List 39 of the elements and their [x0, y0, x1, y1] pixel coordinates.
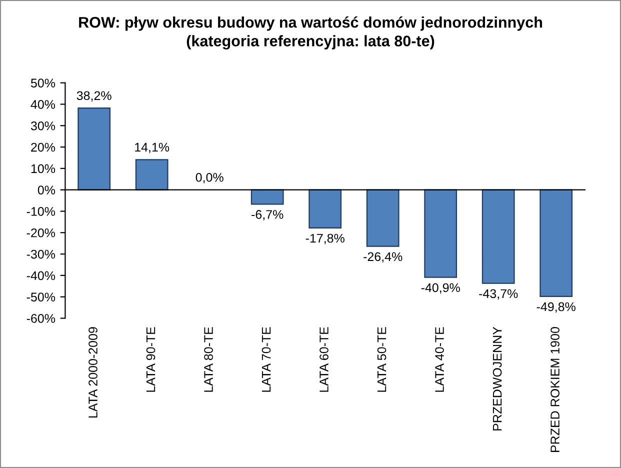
data-label: -40,9%: [421, 283, 460, 294]
bar: [250, 189, 284, 205]
y-tick-label: 20%: [31, 142, 56, 152]
data-label: -43,7%: [479, 289, 518, 300]
x-tick-label: PRZEDWOJENNY: [492, 326, 502, 430]
y-tick-label: -40%: [26, 271, 56, 280]
y-tick-label: -60%: [26, 314, 56, 323]
bar: [540, 189, 573, 297]
data-label: 14,1%: [135, 142, 170, 154]
data-label: -6,7%: [252, 210, 284, 220]
x-tick-label: PRZED ROKIEM 1900: [550, 327, 560, 452]
data-label: -17,8%: [306, 234, 344, 244]
y-tick-label: -30%: [26, 250, 56, 259]
bar: [424, 189, 458, 278]
bar: [366, 189, 400, 247]
bar: [135, 159, 168, 190]
y-tick-label: 40%: [30, 100, 56, 109]
y-tick-label: 0%: [38, 186, 56, 194]
x-tick-label: LATA 40-TE: [435, 327, 444, 392]
bar: [78, 108, 111, 190]
y-tick-label: 10%: [31, 164, 56, 174]
y-tick-label: -10%: [26, 207, 56, 216]
y-tick-label: -50%: [26, 292, 56, 302]
data-label: -26,4%: [364, 252, 402, 263]
x-tick-label: LATA 80-TE: [204, 327, 213, 392]
data-label: 0,0%: [196, 172, 224, 184]
y-tick-label: -20%: [26, 228, 56, 238]
y-tick-label: 30%: [30, 121, 56, 130]
x-tick-label: LATA 90-TE: [146, 327, 156, 392]
data-label: -49,8%: [536, 302, 576, 313]
x-tick-label: LATA 2000-2009: [88, 327, 98, 418]
x-tick-label: LATA 70-TE: [262, 327, 271, 392]
data-label: 38,2%: [76, 91, 112, 102]
x-tick-label: LATA 50-TE: [377, 327, 386, 392]
y-tick-label: 50%: [30, 78, 56, 88]
x-tick-label: LATA 60-TE: [320, 327, 328, 392]
bar: [308, 189, 342, 228]
chart-title: ROW: pływ okresu budowy na wartość domów jednorodzinnych (kategoria referencyjna: lata 80-te): [79, 16, 542, 50]
bar: [482, 189, 515, 284]
